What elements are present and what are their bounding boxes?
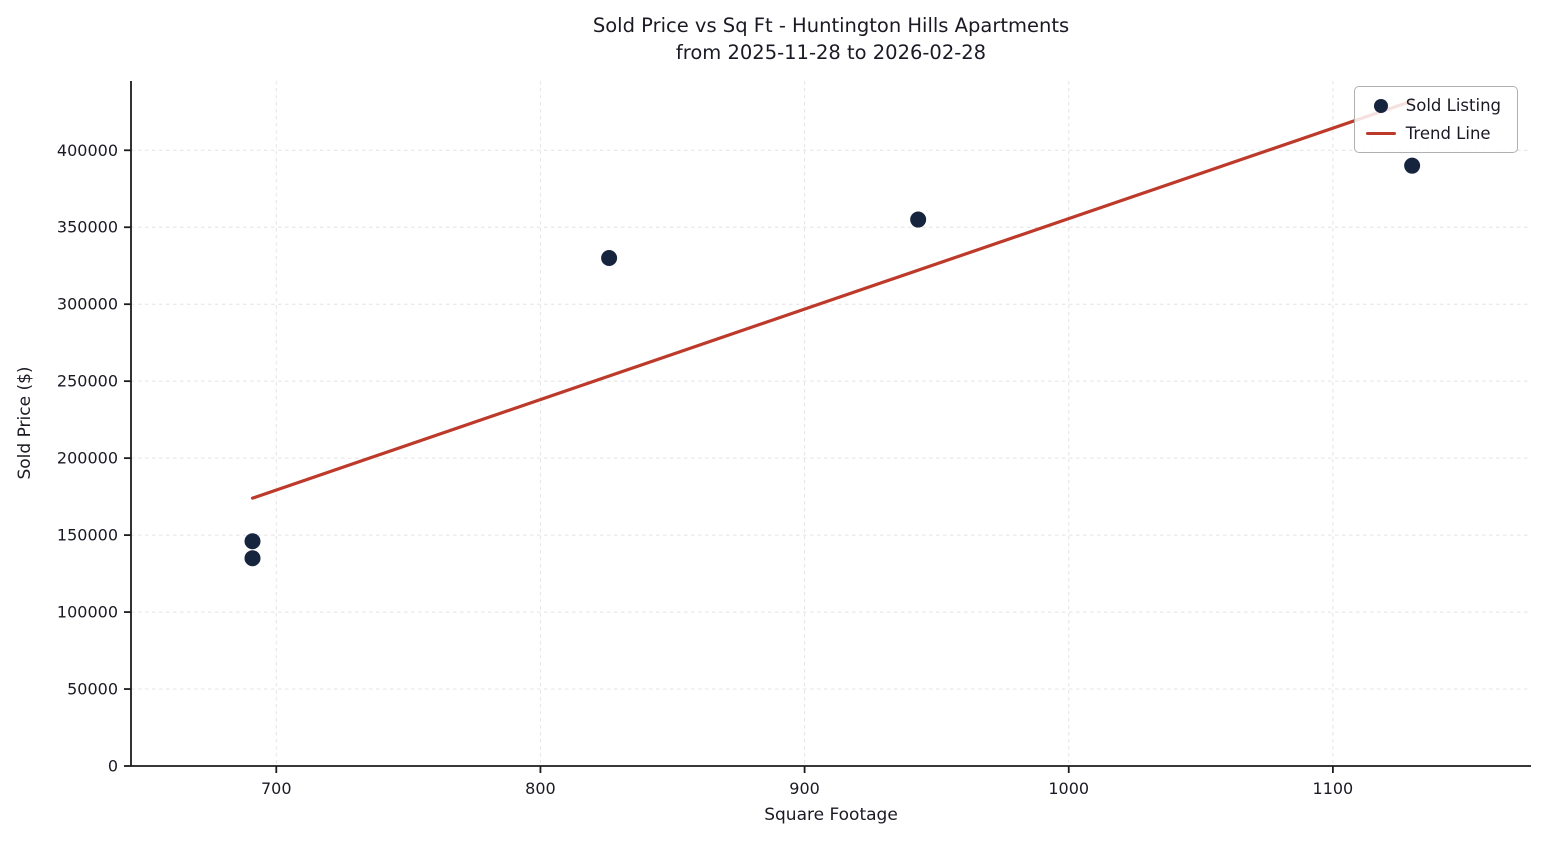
scatter-point xyxy=(601,250,618,267)
chart-title: Sold Price vs Sq Ft - Huntington Hills A… xyxy=(592,14,1070,37)
trend-line xyxy=(250,99,1414,500)
y-tick-label: 50000 xyxy=(67,680,118,699)
x-tick-label: 800 xyxy=(525,779,556,798)
x-axis-label: Square Footage xyxy=(764,805,898,825)
legend-handle xyxy=(1366,98,1396,113)
legend: Sold Listing Trend Line xyxy=(1353,86,1518,153)
y-tick-label: 150000 xyxy=(57,526,118,545)
y-axis-label: Sold Price ($) xyxy=(15,366,35,480)
scatter-point xyxy=(1404,157,1421,174)
y-tick-label: 200000 xyxy=(57,449,118,468)
scatter-point xyxy=(910,211,927,228)
legend-label-sold-listing: Sold Listing xyxy=(1405,96,1501,115)
y-tick-label: 0 xyxy=(108,757,118,776)
y-tick-label: 250000 xyxy=(57,372,118,391)
y-tick-label: 400000 xyxy=(57,141,118,160)
y-tick-label: 350000 xyxy=(57,218,118,237)
legend-entry-trend-line: Trend Line xyxy=(1365,124,1501,143)
scatter-point xyxy=(244,550,261,567)
legend-handle xyxy=(1365,131,1396,136)
scatter-point xyxy=(244,533,261,550)
x-tick-label: 700 xyxy=(261,779,292,798)
trend-line-marker xyxy=(1365,131,1396,136)
chart-subtitle: from 2025-11-28 to 2026-02-28 xyxy=(675,41,987,64)
x-tick-label: 900 xyxy=(789,779,820,798)
sold-listing-marker xyxy=(1373,98,1388,113)
legend-entry-sold-listing: Sold Listing xyxy=(1366,96,1501,115)
y-tick-label: 300000 xyxy=(57,295,118,314)
legend-label-trend-line: Trend Line xyxy=(1405,124,1491,143)
y-tick-label: 100000 xyxy=(57,603,118,622)
x-tick-label: 1000 xyxy=(1048,779,1089,798)
chart-title-block: Sold Price vs Sq Ft - Huntington Hills A… xyxy=(131,12,1531,66)
x-tick-label: 1100 xyxy=(1313,779,1354,798)
